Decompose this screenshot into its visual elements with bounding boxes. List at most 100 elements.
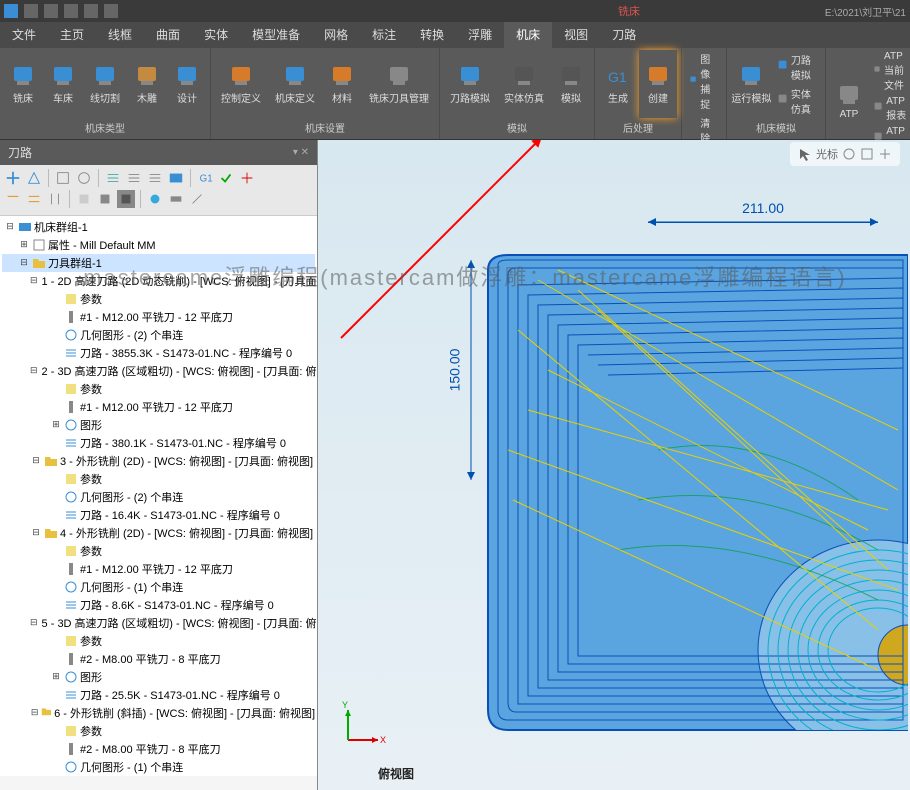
tree-node[interactable]: 参数 bbox=[2, 722, 315, 740]
ribbon-button[interactable]: 设计 bbox=[168, 50, 206, 118]
qat-icon[interactable] bbox=[84, 4, 98, 18]
menu-tab-文件[interactable]: 文件 bbox=[0, 22, 48, 48]
tree-node[interactable]: #1 - M12.00 平铣刀 - 12 平底刀 bbox=[2, 560, 315, 578]
qat-icon[interactable] bbox=[44, 4, 58, 18]
menu-tab-实体[interactable]: 实体 bbox=[192, 22, 240, 48]
tree-node[interactable]: 刀路 - 8.6K - S1473-01.NC - 程序编号 0 bbox=[2, 596, 315, 614]
tool-icon[interactable] bbox=[75, 190, 93, 208]
tool-icon[interactable] bbox=[217, 169, 235, 187]
ribbon-button[interactable]: 机床定义 bbox=[269, 50, 321, 118]
tool-icon[interactable] bbox=[104, 169, 122, 187]
tool-icon[interactable] bbox=[146, 190, 164, 208]
vp-tool-icon[interactable] bbox=[878, 147, 892, 161]
tree-node[interactable]: 参数 bbox=[2, 542, 315, 560]
tool-icon[interactable] bbox=[117, 190, 135, 208]
tool-icon[interactable] bbox=[75, 169, 93, 187]
tree-node[interactable]: ⊟机床群组-1 bbox=[2, 218, 315, 236]
tree-node[interactable]: 刀路 - 380.1K - S1473-01.NC - 程序编号 0 bbox=[2, 434, 315, 452]
tool-icon[interactable] bbox=[188, 190, 206, 208]
vp-tool-icon[interactable] bbox=[842, 147, 856, 161]
tool-icon[interactable] bbox=[125, 169, 143, 187]
tree-node[interactable]: 几何图形 - (2) 个串连 bbox=[2, 488, 315, 506]
qat-icon[interactable] bbox=[24, 4, 38, 18]
tree-node[interactable]: 参数 bbox=[2, 470, 315, 488]
ribbon-button[interactable]: 车床 bbox=[44, 50, 82, 118]
button-label: 创建 bbox=[648, 90, 668, 105]
ribbon-button[interactable]: 运行模拟 bbox=[731, 50, 772, 118]
tree-node[interactable]: 几何图形 - (2) 个串连 bbox=[2, 326, 315, 344]
tree-node[interactable]: ⊟5 - 3D 高速刀路 (区域粗切) - [WCS: 俯视图] - [刀具面:… bbox=[2, 614, 315, 632]
ribbon-button[interactable]: G1生成 bbox=[599, 50, 637, 118]
ribbon-button[interactable]: 模拟 bbox=[552, 50, 590, 118]
tree-node[interactable]: ⊟3 - 外形铣削 (2D) - [WCS: 俯视图] - [刀具面: 俯视图] bbox=[2, 452, 315, 470]
menu-tab-网格[interactable]: 网格 bbox=[312, 22, 360, 48]
ribbon-button[interactable]: 控制定义 bbox=[215, 50, 267, 118]
tree-node[interactable]: ⊟2 - 3D 高速刀路 (区域粗切) - [WCS: 俯视图] - [刀具面:… bbox=[2, 362, 315, 380]
ribbon-button-small[interactable]: 实体仿真 bbox=[774, 85, 821, 117]
tree-node[interactable]: ⊞属性 - Mill Default MM bbox=[2, 236, 315, 254]
ribbon-group-机床模拟: 运行模拟刀路模拟实体仿真机床模拟 bbox=[727, 48, 826, 139]
ribbon-button-small[interactable]: ATP 报表 bbox=[870, 95, 910, 123]
tree-node[interactable]: ⊞图形 bbox=[2, 668, 315, 686]
tool-icon[interactable] bbox=[238, 169, 256, 187]
tree-node[interactable]: #1 - M12.00 平铣刀 - 12 平底刀 bbox=[2, 308, 315, 326]
tree-node[interactable]: 刀路 - 3855.3K - S1473-01.NC - 程序编号 0 bbox=[2, 344, 315, 362]
vp-tool-icon[interactable] bbox=[860, 147, 874, 161]
ribbon-button[interactable]: 铣床 bbox=[4, 50, 42, 118]
ribbon-button[interactable]: 线切割 bbox=[84, 50, 126, 118]
tool-icon[interactable] bbox=[4, 169, 22, 187]
ribbon-button[interactable]: 创建 bbox=[639, 50, 677, 118]
tool-icon[interactable] bbox=[25, 169, 43, 187]
tool-icon[interactable] bbox=[96, 190, 114, 208]
tool-icon[interactable] bbox=[54, 169, 72, 187]
ribbon-button[interactable]: 实体仿真 bbox=[498, 50, 550, 118]
tool-icon[interactable] bbox=[167, 190, 185, 208]
tree-node[interactable]: 参数 bbox=[2, 632, 315, 650]
menu-tab-曲面[interactable]: 曲面 bbox=[144, 22, 192, 48]
ribbon-button-small[interactable]: 刀路模拟 bbox=[774, 51, 821, 83]
menu-tab-主页[interactable]: 主页 bbox=[48, 22, 96, 48]
tree-node[interactable]: #2 - M8.00 平铣刀 - 8 平底刀 bbox=[2, 650, 315, 668]
tree-node[interactable]: 刀路 - 25.5K - S1473-01.NC - 程序编号 0 bbox=[2, 686, 315, 704]
ribbon-button[interactable]: 木雕 bbox=[128, 50, 166, 118]
qat-icon[interactable] bbox=[4, 4, 18, 18]
menu-tab-线框[interactable]: 线框 bbox=[96, 22, 144, 48]
tree-node[interactable]: ⊟6 - 外形铣削 (斜插) - [WCS: 俯视图] - [刀具面: 俯视图] bbox=[2, 704, 315, 722]
button-label: 木雕 bbox=[137, 90, 157, 105]
tool-icon[interactable] bbox=[167, 169, 185, 187]
qat-icon[interactable] bbox=[104, 4, 118, 18]
tool-icon[interactable] bbox=[25, 190, 43, 208]
tree-node[interactable]: 参数 bbox=[2, 380, 315, 398]
ribbon-button-small[interactable]: 图像捕捉 bbox=[686, 50, 722, 112]
tree-node[interactable]: ⊟4 - 外形铣削 (2D) - [WCS: 俯视图] - [刀具面: 俯视图] bbox=[2, 524, 315, 542]
tree-node[interactable]: 参数 bbox=[2, 290, 315, 308]
menu-tab-浮雕[interactable]: 浮雕 bbox=[456, 22, 504, 48]
viewport-3d[interactable]: 光标 211.00 150.00 bbox=[318, 140, 910, 790]
tool-icon[interactable] bbox=[46, 190, 64, 208]
ribbon-button[interactable]: ATP bbox=[830, 50, 868, 153]
menu-tab-视图[interactable]: 视图 bbox=[552, 22, 600, 48]
ribbon-button[interactable]: 材料 bbox=[323, 50, 361, 118]
tool-icon[interactable] bbox=[146, 169, 164, 187]
tool-icon[interactable] bbox=[4, 190, 22, 208]
tree-node[interactable]: ⊟刀具群组-1 bbox=[2, 254, 315, 272]
tree-node[interactable]: ⊟1 - 2D 高速刀路 (2D 动态铣削) - [WCS: 俯视图] - [刀… bbox=[2, 272, 315, 290]
tree-node[interactable]: #2 - M8.00 平铣刀 - 8 平底刀 bbox=[2, 740, 315, 758]
ribbon-button[interactable]: 刀路模拟 bbox=[444, 50, 496, 118]
tree-node[interactable]: 几何图形 - (1) 个串连 bbox=[2, 758, 315, 776]
menu-tab-刀路[interactable]: 刀路 bbox=[600, 22, 648, 48]
qat-icon[interactable] bbox=[64, 4, 78, 18]
menu-tab-转换[interactable]: 转换 bbox=[408, 22, 456, 48]
tree-node[interactable]: ⊞图形 bbox=[2, 416, 315, 434]
tree-node[interactable]: 几何图形 - (1) 个串连 bbox=[2, 578, 315, 596]
menu-tab-标注[interactable]: 标注 bbox=[360, 22, 408, 48]
menu-tab-机床[interactable]: 机床 bbox=[504, 22, 552, 48]
ribbon-button[interactable]: 铣床刀具管理 bbox=[363, 50, 435, 118]
tree-node[interactable]: #1 - M12.00 平铣刀 - 12 平底刀 bbox=[2, 398, 315, 416]
ribbon-button-small[interactable]: ATP 当前文件 bbox=[870, 50, 910, 93]
operations-tree[interactable]: ⊟机床群组-1⊞属性 - Mill Default MM⊟刀具群组-1⊟1 - … bbox=[0, 216, 317, 776]
cursor-icon[interactable] bbox=[798, 147, 812, 161]
menu-tab-模型准备[interactable]: 模型准备 bbox=[240, 22, 312, 48]
tree-node[interactable]: 刀路 - 16.4K - S1473-01.NC - 程序编号 0 bbox=[2, 506, 315, 524]
tool-icon[interactable]: G1 bbox=[196, 169, 214, 187]
